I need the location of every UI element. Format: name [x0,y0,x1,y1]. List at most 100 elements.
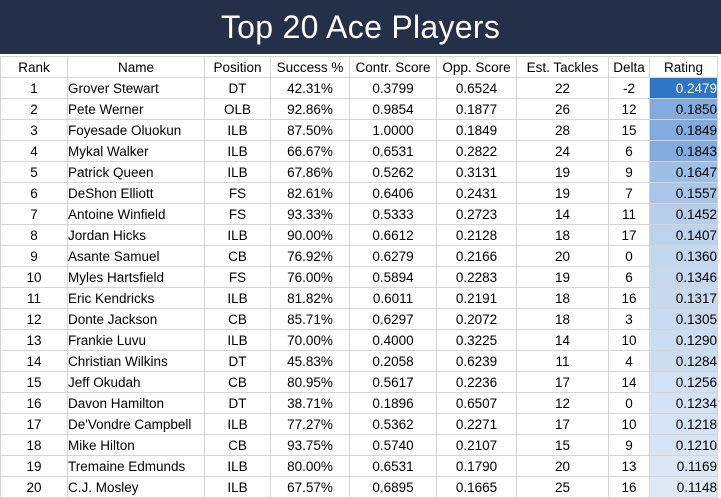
header-position[interactable]: Position [204,56,271,78]
cell-est-tackles: 26 [516,98,609,120]
cell-name: Donte Jackson [67,308,205,330]
cell-contr-score: 0.2058 [349,350,437,372]
cell-rank: 9 [0,245,68,267]
cell-rating: 0.1557 [649,182,718,204]
header-contr-score[interactable]: Contr. Score [349,56,437,78]
cell-delta: 0 [608,245,650,267]
cell-success: 81.82% [270,287,350,309]
cell-position: DT [204,392,271,414]
cell-opp-score: 0.2431 [436,182,517,204]
cell-rating: 0.1218 [649,413,718,435]
cell-est-tackles: 15 [516,434,609,456]
table-row[interactable]: 15 Jeff Okudah CB 80.95% 0.5617 0.2236 17 14 0.1… [0,371,718,393]
cell-contr-score: 0.5740 [349,434,437,456]
table-row[interactable]: 16 Davon Hamilton DT 38.71% 0.1896 0.6507 12 0 0… [0,392,718,414]
cell-rank: 16 [0,392,68,414]
cell-est-tackles: 17 [516,413,609,435]
table-row[interactable]: 12 Donte Jackson CB 85.71% 0.6297 0.2072 18 3 0.… [0,308,718,330]
header-rank[interactable]: Rank [0,56,68,78]
table-row[interactable]: 4 Mykal Walker ILB 66.67% 0.6531 0.2822 24 6 0.1… [0,140,718,162]
cell-delta: 9 [608,434,650,456]
cell-position: ILB [204,329,271,351]
cell-position: CB [204,371,271,393]
cell-position: CB [204,245,271,267]
header-success[interactable]: Success % [270,56,350,78]
cell-contr-score: 0.4000 [349,329,437,351]
cell-position: FS [204,266,271,288]
table-row[interactable]: 11 Eric Kendricks ILB 81.82% 0.6011 0.2191 18 1… [0,287,718,309]
table-row[interactable]: 1 Grover Stewart DT 42.31% 0.3799 0.6524 22 -2 0… [0,77,718,99]
cell-delta: 10 [608,329,650,351]
cell-est-tackles: 28 [516,119,609,141]
cell-rating: 0.1360 [649,245,718,267]
header-opp-score[interactable]: Opp. Score [436,56,517,78]
table-row[interactable]: 5 Patrick Queen ILB 67.86% 0.5262 0.3131 19 9 0.… [0,161,718,183]
cell-delta: 12 [608,98,650,120]
cell-rating: 0.1452 [649,203,718,225]
cell-delta: 14 [608,371,650,393]
cell-rank: 11 [0,287,68,309]
cell-rank: 6 [0,182,68,204]
cell-position: FS [204,203,271,225]
cell-rating: 0.1169 [649,455,718,477]
table-row[interactable]: 9 Asante Samuel CB 76.92% 0.6279 0.2166 20 0 0.1… [0,245,718,267]
table-row[interactable]: 13 Frankie Luvu ILB 70.00% 0.4000 0.3225 14 10 0… [0,329,718,351]
cell-name: Mykal Walker [67,140,205,162]
cell-contr-score: 0.9854 [349,98,437,120]
cell-name: De'Vondre Campbell [67,413,205,435]
cell-contr-score: 0.5362 [349,413,437,435]
cell-opp-score: 0.2236 [436,371,517,393]
table-row[interactable]: 20 C.J. Mosley ILB 67.57% 0.6895 0.1665 25 16 0.… [0,476,718,498]
cell-contr-score: 0.6297 [349,308,437,330]
cell-position: DT [204,77,271,99]
cell-name: Tremaine Edmunds [67,455,205,477]
cell-rating: 0.1647 [649,161,718,183]
cell-position: ILB [204,140,271,162]
cell-delta: 16 [608,287,650,309]
cell-rank: 13 [0,329,68,351]
cell-contr-score: 0.5617 [349,371,437,393]
cell-opp-score: 0.1877 [436,98,517,120]
cell-est-tackles: 19 [516,161,609,183]
cell-rating: 0.1256 [649,371,718,393]
header-name[interactable]: Name [67,56,205,78]
header-est-tackles[interactable]: Est. Tackles [516,56,609,78]
table-row[interactable]: 2 Pete Werner OLB 92.86% 0.9854 0.1877 26 12 0.1… [0,98,718,120]
table-row[interactable]: 14 Christian Wilkins DT 45.83% 0.2058 0.6239 1… [0,350,718,372]
cell-delta: 0 [608,392,650,414]
cell-est-tackles: 19 [516,266,609,288]
cell-contr-score: 0.6011 [349,287,437,309]
cell-name: DeShon Elliott [67,182,205,204]
cell-opp-score: 0.3225 [436,329,517,351]
cell-delta: 6 [608,266,650,288]
table-row[interactable]: 10 Myles Hartsfield FS 76.00% 0.5894 0.2283 19… [0,266,718,288]
header-rating[interactable]: Rating [649,56,718,78]
table-row[interactable]: 8 Jordan Hicks ILB 90.00% 0.6612 0.2128 18 17 0.… [0,224,718,246]
cell-rating: 0.1849 [649,119,718,141]
cell-rank: 15 [0,371,68,393]
cell-rating: 0.1284 [649,350,718,372]
cell-contr-score: 0.6531 [349,140,437,162]
cell-est-tackles: 20 [516,455,609,477]
cell-opp-score: 0.2283 [436,266,517,288]
cell-success: 67.86% [270,161,350,183]
table-row[interactable]: 7 Antoine Winfield FS 93.33% 0.5333 0.2723 14 1… [0,203,718,225]
cell-est-tackles: 22 [516,77,609,99]
cell-name: Jordan Hicks [67,224,205,246]
cell-est-tackles: 12 [516,392,609,414]
header-delta[interactable]: Delta [608,56,650,78]
table-row[interactable]: 6 DeShon Elliott FS 82.61% 0.6406 0.2431 19 7 0.… [0,182,718,204]
cell-success: 93.33% [270,203,350,225]
table-row[interactable]: 3 Foyesade Oluokun ILB 87.50% 1.0000 0.1849 28… [0,119,718,141]
table-row[interactable]: 18 Mike Hilton CB 93.75% 0.5740 0.2107 15 9 0.12… [0,434,718,456]
table-row[interactable]: 19 Tremaine Edmunds ILB 80.00% 0.6531 0.1790 2… [0,455,718,477]
table-row[interactable]: 17 De'Vondre Campbell ILB 77.27% 0.5362 0.227… [0,413,718,435]
cell-rank: 19 [0,455,68,477]
cell-opp-score: 0.2107 [436,434,517,456]
cell-opp-score: 0.2723 [436,203,517,225]
cell-position: ILB [204,287,271,309]
cell-delta: 13 [608,455,650,477]
cell-success: 92.86% [270,98,350,120]
cell-success: 38.71% [270,392,350,414]
